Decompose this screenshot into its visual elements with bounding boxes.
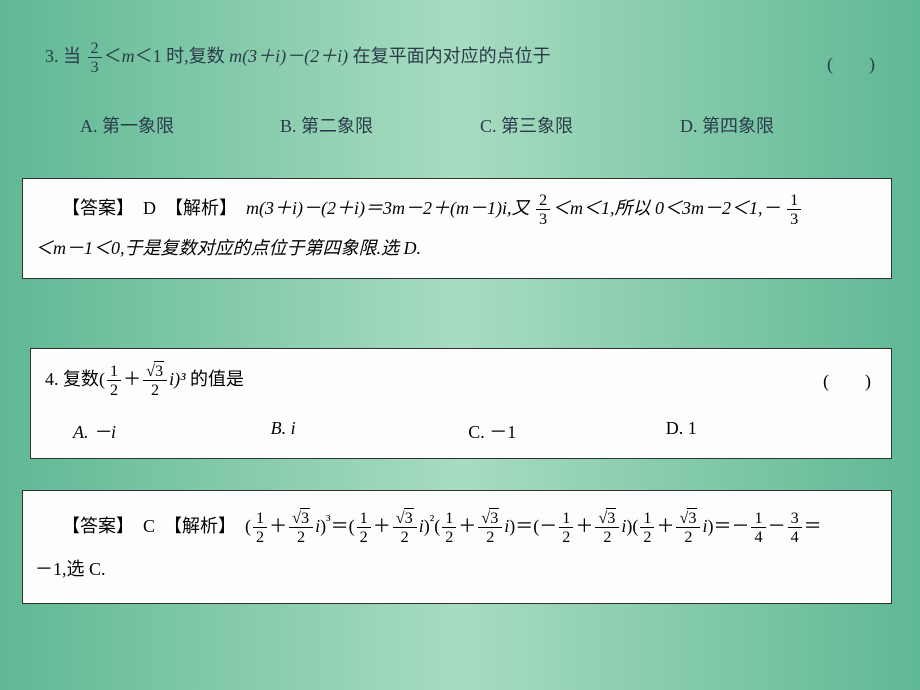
f8: 32: [595, 510, 619, 545]
q3-stem: 3. 当 2 3 ＜m＜1 时,复数 m(3＋i)－(2＋i) 在复平面内对应的…: [45, 40, 885, 75]
ans4-letter: C: [143, 516, 155, 536]
choice-d: D. 第四象限: [680, 112, 880, 138]
page: 3. 当 2 3 ＜m＜1 时,复数 m(3＋i)－(2＋i) 在复平面内对应的…: [0, 0, 920, 690]
i-cubed: i)³: [169, 369, 185, 389]
q4-paren: ( ): [823, 367, 871, 393]
f7: 12: [559, 510, 573, 545]
ans-label: 【答案】: [62, 198, 134, 218]
f3: 12: [357, 510, 371, 545]
choice-b: B. 第二象限: [280, 112, 480, 138]
tail: －1,选 C.: [35, 559, 106, 579]
q4-box: 4. 复数( 1 2 ＋ 3 2 i)³ 的值是 ( ) A. －i B. i …: [30, 348, 892, 459]
q3-paren: ( ): [827, 50, 875, 76]
q4-number: 4.: [45, 369, 59, 389]
cond-mid: ＜m＜1,所以 0＜3m－2＜1,－: [552, 198, 781, 218]
frac-half: 1 2: [107, 363, 121, 398]
f5: 12: [442, 510, 456, 545]
choice-a: A. －i: [73, 418, 271, 444]
q4-stem: 4. 复数( 1 2 ＋ 3 2 i)³ 的值是 ( ): [45, 363, 877, 398]
q3-frac-2-3: 2 3: [88, 40, 102, 75]
answer-box-q3: 【答案】 D 【解析】 m(3＋i)－(2＋i)＝3m－2＋(m－1)i,又 2…: [22, 178, 892, 279]
q4-choices: A. －i B. i C. －1 D. 1: [73, 418, 863, 444]
q3-pre: 当: [63, 46, 81, 66]
lt1: ＜: [104, 46, 122, 66]
choice-b: B. i: [271, 418, 469, 444]
expl4-label: 【解析】: [164, 516, 236, 536]
ans-letter: D: [143, 198, 156, 218]
f9: 12: [640, 510, 654, 545]
one: 1: [153, 46, 162, 66]
expl-label: 【解析】: [165, 198, 237, 218]
f1: 12: [253, 510, 267, 545]
q3-expr: m(3＋i)－(2＋i): [229, 46, 348, 66]
q3-mid1: 时,复数: [166, 46, 225, 66]
choice-row: A. －i B. i C. －1 D. 1: [73, 418, 863, 444]
choice-c: C. －1: [468, 418, 666, 444]
f6: 32: [478, 510, 502, 545]
q4-post: 的值是: [190, 369, 244, 389]
lt2: ＜: [135, 46, 153, 66]
frac-1-3: 1 3: [787, 192, 801, 227]
expl-line-a: m(3＋i)－(2＋i)＝3m－2＋(m－1)i,又: [246, 198, 529, 218]
choice-d: D. 1: [666, 418, 864, 444]
answer-box-q4: 【答案】 C 【解析】 (12＋32i)³＝(12＋32i)²(12＋32i)＝…: [22, 490, 892, 604]
f11: 14: [751, 510, 765, 545]
q3-choices: A. 第一象限 B. 第二象限 C. 第三象限 D. 第四象限: [80, 112, 880, 138]
f4: 32: [393, 510, 417, 545]
open1: (: [245, 516, 251, 536]
f10: 32: [676, 510, 700, 545]
frac-2-3b: 2 3: [536, 192, 550, 227]
expl-line-b: ＜m－1＜0,于是复数对应的点位于第四象限.选 D.: [35, 238, 421, 258]
q4-pre: 复数(: [63, 369, 105, 389]
var-m: m: [122, 46, 135, 66]
choice-row: A. 第一象限 B. 第二象限 C. 第三象限 D. 第四象限: [80, 112, 880, 138]
q3-number: 3.: [45, 46, 59, 66]
choice-a: A. 第一象限: [80, 112, 280, 138]
ans4-label: 【答案】: [62, 516, 134, 536]
f12: 34: [788, 510, 802, 545]
q3-mid2: 在复平面内对应的点位于: [353, 46, 551, 66]
f2: 32: [289, 510, 313, 545]
plus: ＋: [123, 369, 141, 389]
frac-root3-2: 3 2: [143, 363, 167, 398]
choice-c: C. 第三象限: [480, 112, 680, 138]
